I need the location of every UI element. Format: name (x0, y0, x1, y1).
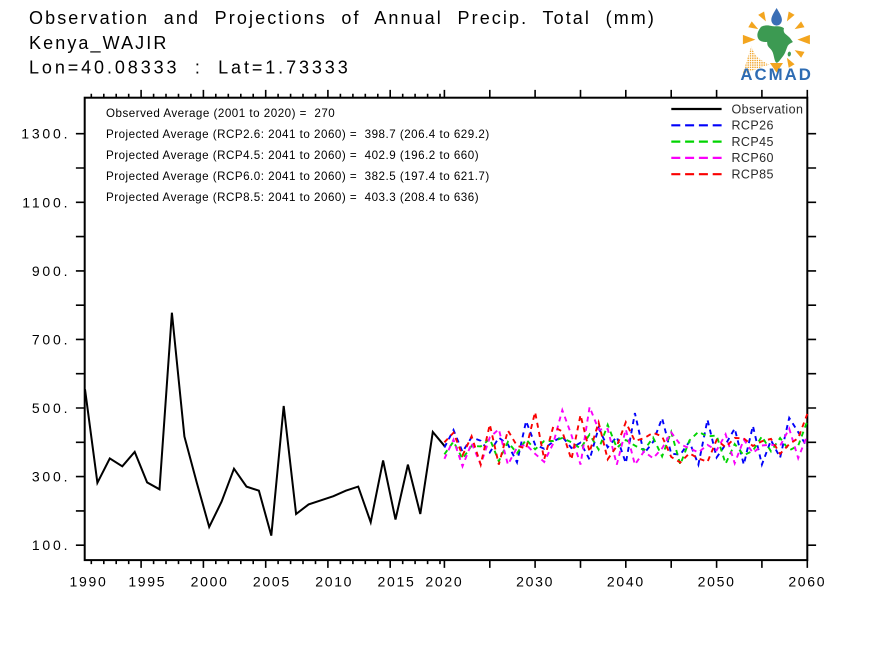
svg-text:Projected Average (RCP8.5: 204: Projected Average (RCP8.5: 2041 to 2060)… (106, 191, 479, 204)
svg-text:700.: 700. (32, 331, 70, 347)
svg-text:Kenya_WAJIR: Kenya_WAJIR (29, 33, 168, 54)
svg-text:2020: 2020 (425, 573, 463, 589)
svg-text:Projected Average (RCP4.5: 204: Projected Average (RCP4.5: 2041 to 2060)… (106, 149, 479, 162)
svg-text:2040: 2040 (607, 573, 645, 589)
svg-text:1990: 1990 (70, 573, 108, 589)
svg-text:300.: 300. (32, 469, 70, 485)
svg-text:2010: 2010 (315, 573, 353, 589)
svg-text:1100.: 1100. (22, 194, 70, 210)
svg-text:Observation and Projections of: Observation and Projections of Annual Pr… (29, 8, 656, 28)
svg-text:2015: 2015 (378, 573, 416, 589)
svg-text:2030: 2030 (516, 573, 554, 589)
svg-text:Observation: Observation (732, 102, 804, 116)
svg-text:2060: 2060 (788, 573, 826, 589)
svg-text:RCP85: RCP85 (732, 168, 774, 182)
svg-text:500.: 500. (32, 400, 70, 416)
svg-text:100.: 100. (32, 537, 70, 553)
svg-text:ACMAD: ACMAD (740, 65, 812, 84)
svg-text:1300.: 1300. (21, 126, 70, 142)
svg-text:1995: 1995 (128, 573, 166, 589)
svg-text:Observed Average (2001 to 2020: Observed Average (2001 to 2020) = 270 (106, 107, 335, 120)
svg-text:Lon=40.08333 : Lat=1.73333: Lon=40.08333 : Lat=1.73333 (29, 58, 351, 78)
svg-text:RCP45: RCP45 (732, 135, 774, 149)
svg-text:900.: 900. (32, 263, 70, 279)
svg-text:2005: 2005 (253, 573, 291, 589)
svg-text:2050: 2050 (698, 573, 736, 589)
svg-text:2000: 2000 (191, 573, 229, 589)
svg-text:RCP26: RCP26 (732, 119, 774, 133)
svg-text:RCP60: RCP60 (732, 151, 774, 165)
svg-text:Projected Average (RCP6.0: 204: Projected Average (RCP6.0: 2041 to 2060)… (106, 170, 490, 183)
svg-text:Projected Average (RCP2.6: 204: Projected Average (RCP2.6: 2041 to 2060)… (106, 128, 490, 141)
